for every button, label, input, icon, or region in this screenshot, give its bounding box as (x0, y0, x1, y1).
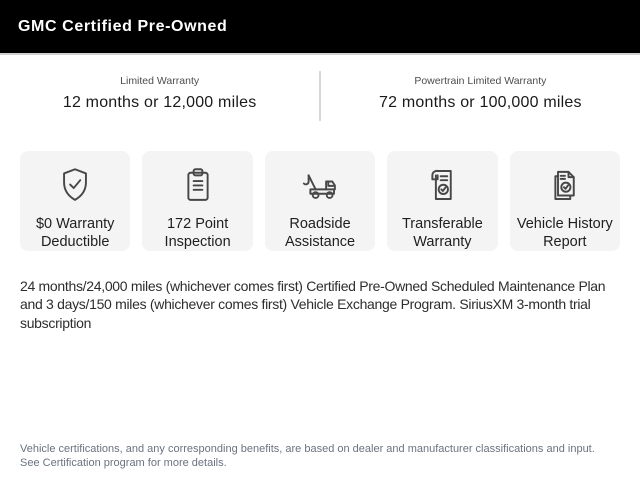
warranty-summary: Limited Warranty 12 months or 12,000 mil… (0, 71, 640, 121)
program-description: 24 months/24,000 miles (whichever comes … (20, 278, 606, 331)
benefit-label: Transferable Warranty (401, 215, 483, 250)
clipboard-icon (177, 162, 219, 208)
shield-check-icon (54, 162, 96, 208)
document-check-icon (421, 162, 463, 208)
limited-warranty-label: Limited Warranty (120, 75, 200, 87)
powertrain-warranty: Powertrain Limited Warranty 72 months or… (321, 71, 640, 121)
limited-warranty-value: 12 months or 12,000 miles (62, 94, 257, 111)
header-bar: GMC Certified Pre-Owned (0, 0, 640, 55)
limited-warranty: Limited Warranty 12 months or 12,000 mil… (0, 71, 319, 121)
page-title: GMC Certified Pre-Owned (18, 17, 228, 35)
benefit-card-point-inspection: 172 Point Inspection (142, 151, 253, 251)
benefit-cards: $0 Warranty Deductible 172 Point Inspect… (20, 151, 621, 251)
benefit-card-roadside: Roadside Assistance (264, 151, 376, 251)
benefit-label: Vehicle History Report (516, 215, 613, 250)
benefit-label: $0 Warranty Deductible (35, 215, 115, 250)
powertrain-warranty-value: 72 months or 100,000 miles (379, 94, 582, 111)
benefit-label: 172 Point Inspection (164, 215, 231, 250)
pages-check-icon (544, 162, 586, 208)
benefit-card-warranty-deductible: $0 Warranty Deductible (20, 151, 131, 251)
certification-disclaimer: Vehicle certifications, and any correspo… (20, 443, 595, 469)
powertrain-warranty-label: Powertrain Limited Warranty (414, 75, 547, 87)
benefit-card-transferable: Transferable Warranty (387, 151, 498, 251)
benefit-label: Roadside Assistance (284, 215, 356, 250)
tow-truck-icon (299, 162, 341, 208)
benefit-card-history-report: Vehicle History Report (509, 151, 621, 251)
divider (319, 71, 321, 121)
